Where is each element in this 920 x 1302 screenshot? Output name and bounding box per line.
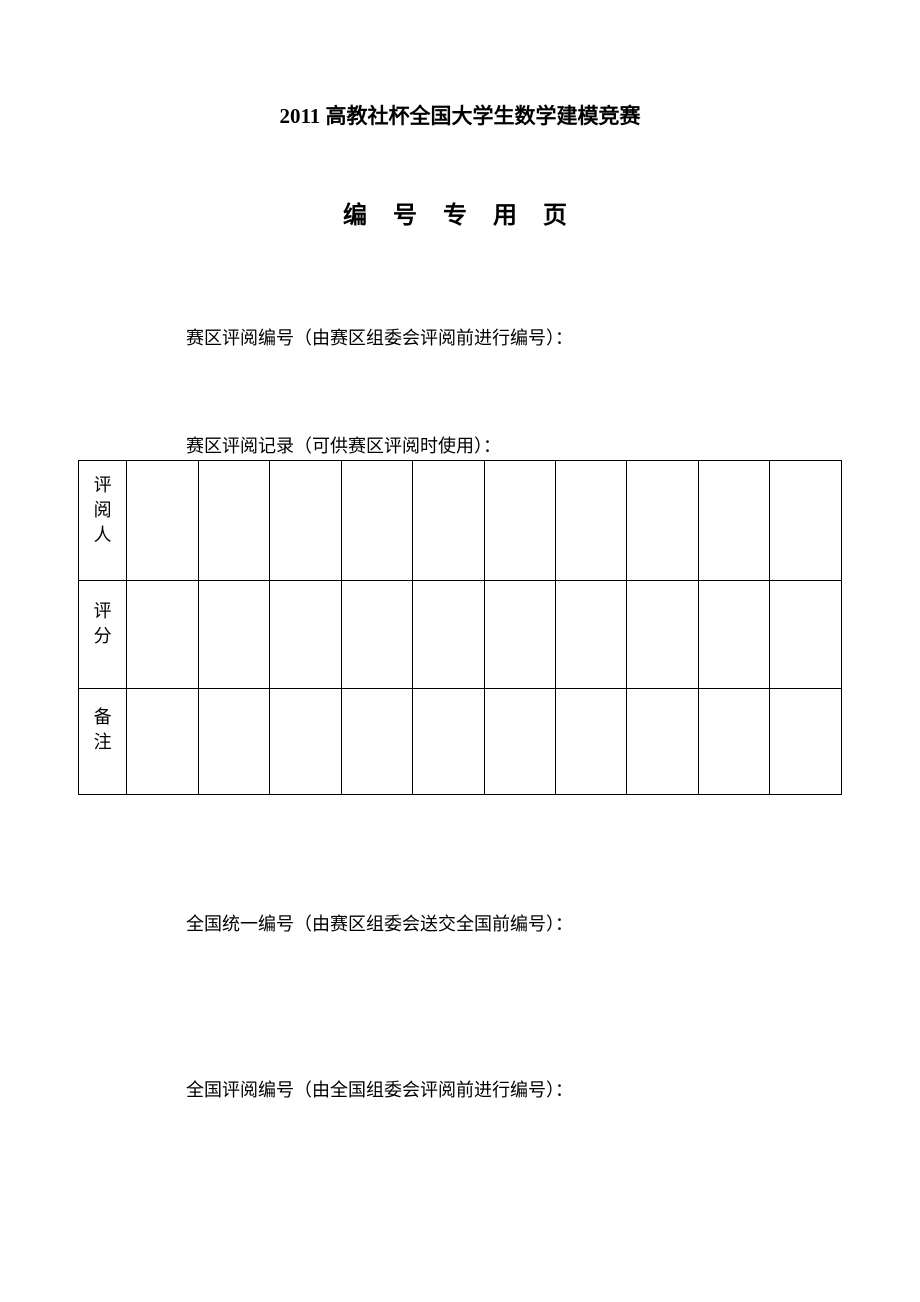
table-cell [413, 461, 484, 581]
table-cell [484, 689, 555, 795]
page-title: 编 号 专 用 页 [78, 195, 842, 230]
row-header-score: 评分 [79, 581, 127, 689]
table-cell [698, 689, 769, 795]
table-cell [627, 461, 698, 581]
table-cell [127, 461, 198, 581]
table-cell [556, 461, 627, 581]
table-cell [270, 581, 341, 689]
table-cell [198, 689, 269, 795]
table-cell [341, 689, 412, 795]
national-review-label: 全国评阅编号（由全国组委会评阅前进行编号）： [186, 1076, 842, 1102]
row-header-notes: 备注 [79, 689, 127, 795]
table-cell [127, 581, 198, 689]
table-cell [484, 461, 555, 581]
table-cell [627, 689, 698, 795]
review-record-table: 评阅人 评分 备注 [78, 460, 842, 795]
table-cell [556, 689, 627, 795]
table-cell [556, 581, 627, 689]
row-header-reviewer: 评阅人 [79, 461, 127, 581]
table-cell [698, 581, 769, 689]
table-cell [198, 461, 269, 581]
table-cell [698, 461, 769, 581]
national-number-label: 全国统一编号（由赛区组委会送交全国前编号）： [186, 910, 842, 936]
regional-number-label: 赛区评阅编号（由赛区组委会评阅前进行编号）： [186, 325, 842, 352]
table-cell [341, 461, 412, 581]
table-row: 评分 [79, 581, 842, 689]
regional-record-label: 赛区评阅记录（可供赛区评阅时使用）： [186, 432, 842, 458]
table-cell [413, 581, 484, 689]
table-cell [770, 581, 842, 689]
table-cell [270, 689, 341, 795]
table-cell [341, 581, 412, 689]
table-row: 评阅人 [79, 461, 842, 581]
table-cell [770, 461, 842, 581]
competition-title: 2011 高教社杯全国大学生数学建模竞赛 [78, 100, 842, 130]
table-cell [413, 689, 484, 795]
table-cell [198, 581, 269, 689]
table-cell [770, 689, 842, 795]
table-cell [270, 461, 341, 581]
table-row: 备注 [79, 689, 842, 795]
table-cell [127, 689, 198, 795]
table-cell [627, 581, 698, 689]
table-cell [484, 581, 555, 689]
